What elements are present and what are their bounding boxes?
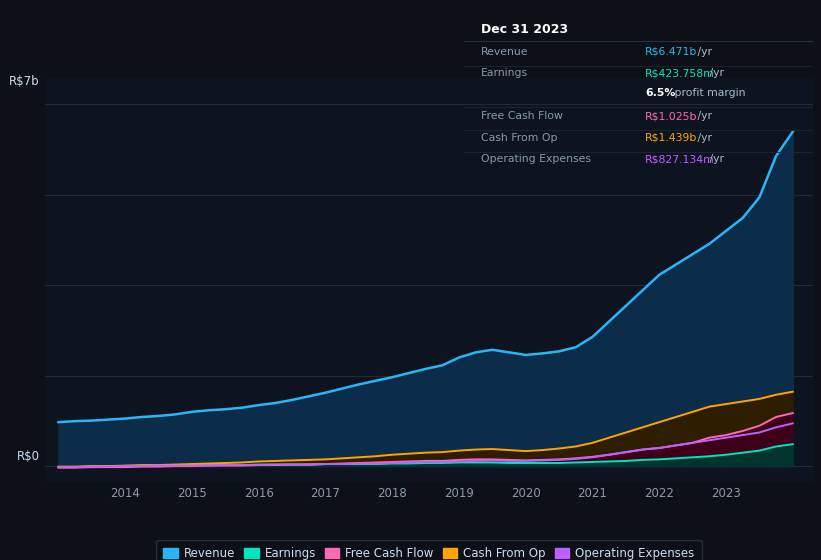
Text: R$827.134m: R$827.134m — [645, 154, 715, 164]
Text: /yr: /yr — [706, 154, 724, 164]
Text: Earnings: Earnings — [481, 68, 529, 78]
Text: /yr: /yr — [695, 111, 712, 121]
Text: Dec 31 2023: Dec 31 2023 — [481, 23, 568, 36]
Text: R$7b: R$7b — [9, 74, 39, 88]
Text: Revenue: Revenue — [481, 46, 529, 57]
Text: R$1.439b: R$1.439b — [645, 133, 698, 143]
Text: /yr: /yr — [695, 133, 712, 143]
Text: R$6.471b: R$6.471b — [645, 46, 698, 57]
Text: Free Cash Flow: Free Cash Flow — [481, 111, 563, 121]
Text: /yr: /yr — [706, 68, 724, 78]
Text: profit margin: profit margin — [672, 88, 746, 98]
Text: /yr: /yr — [695, 46, 712, 57]
Legend: Revenue, Earnings, Free Cash Flow, Cash From Op, Operating Expenses: Revenue, Earnings, Free Cash Flow, Cash … — [156, 540, 702, 560]
Text: Operating Expenses: Operating Expenses — [481, 154, 591, 164]
Text: R$423.758m: R$423.758m — [645, 68, 715, 78]
Text: Cash From Op: Cash From Op — [481, 133, 557, 143]
Text: R$0: R$0 — [16, 450, 39, 463]
Text: 6.5%: 6.5% — [645, 88, 676, 98]
Text: R$1.025b: R$1.025b — [645, 111, 698, 121]
